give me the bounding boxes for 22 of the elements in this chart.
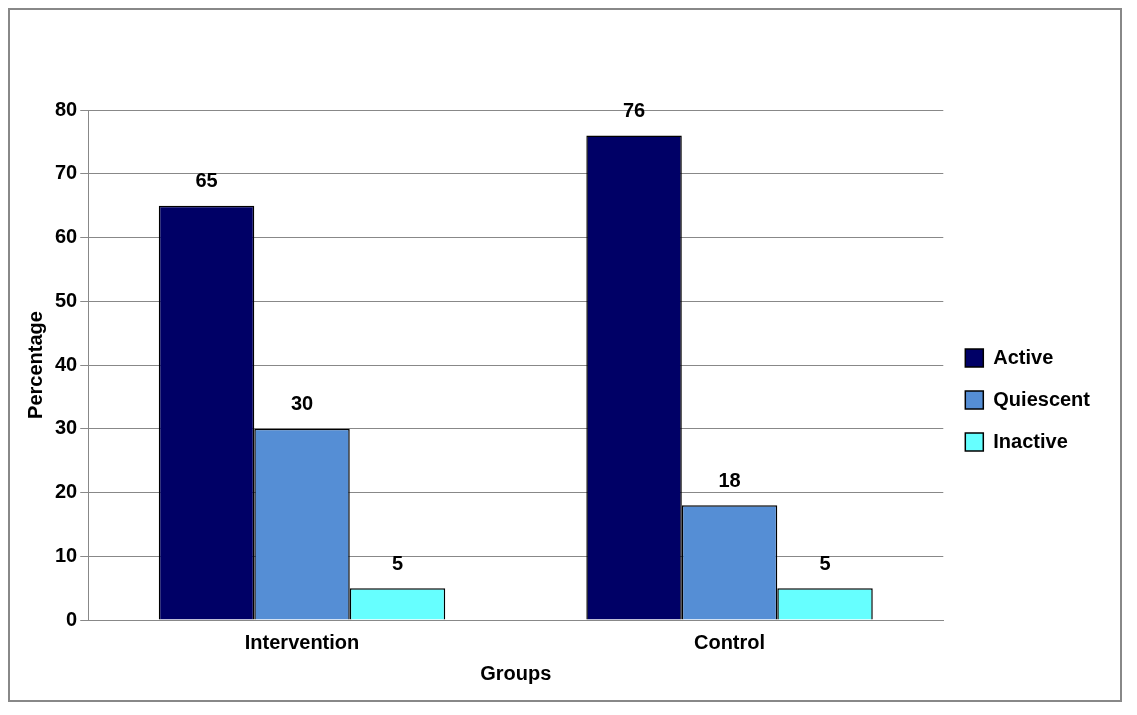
- y-tick-label: 10: [55, 543, 78, 566]
- x-tick-label: Control: [693, 630, 766, 653]
- y-tick-label: 0: [66, 607, 78, 630]
- x-axis-title: Groups: [480, 661, 552, 684]
- y-tick-label: 30: [55, 416, 78, 439]
- y-tick-label: 40: [55, 352, 78, 375]
- x-tick-label: Intervention: [244, 630, 360, 653]
- y-tick-label: 60: [55, 225, 78, 248]
- y-tick-label: 50: [55, 288, 78, 311]
- data-label: 76: [622, 99, 646, 122]
- legend-label: Quiescent: [993, 387, 1091, 410]
- data-label: 18: [718, 468, 741, 491]
- y-tick-label: 70: [55, 161, 78, 184]
- data-label: 5: [819, 551, 831, 574]
- y-tick-label: 20: [55, 480, 78, 503]
- legend-label: Inactive: [993, 429, 1068, 452]
- data-label: 5: [391, 551, 404, 574]
- y-axis-title: Percentage: [23, 311, 46, 419]
- data-label: 30: [290, 392, 314, 415]
- y-tick-label: 80: [55, 97, 78, 120]
- data-label: 65: [195, 169, 218, 192]
- legend-label: Active: [993, 345, 1054, 368]
